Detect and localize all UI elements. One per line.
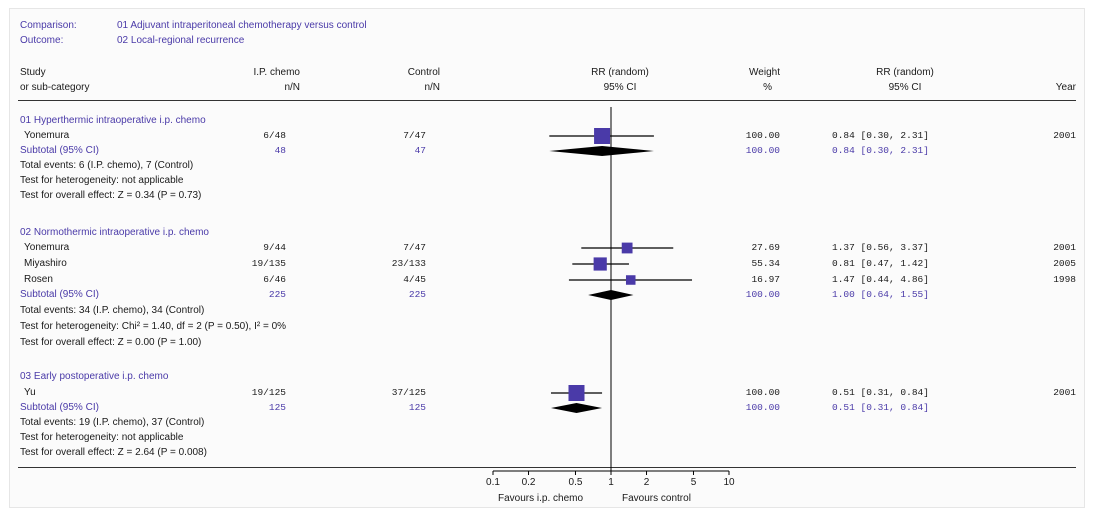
subtotal-ci: 0.51 [0.31, 0.84] (832, 402, 929, 413)
study-ci: 1.37 [0.56, 3.37] (832, 242, 929, 253)
subtotal-ip: 125 (268, 402, 286, 413)
col-ip-sub: n/N (284, 82, 300, 93)
study-name: Yonemura (24, 130, 70, 141)
heterogeneity-note: Test for heterogeneity: not applicable (20, 432, 184, 443)
forest-plot-figure: Comparison: 01 Adjuvant intraperitoneal … (9, 8, 1085, 508)
study-control: 7/47 (403, 130, 426, 141)
subtotal-control: 225 (408, 289, 426, 300)
study-ci: 0.84 [0.30, 2.31] (832, 130, 929, 141)
total-events-note: Total events: 19 (I.P. chemo), 37 (Contr… (20, 417, 205, 428)
comparison-value: 01 Adjuvant intraperitoneal chemotherapy… (117, 20, 367, 31)
footer-rule (18, 467, 1076, 468)
forest-plot: 0.1 0.2 0.5 1 2 5 10 (486, 107, 735, 488)
subtotal-control: 125 (408, 402, 426, 413)
study-ci: 1.47 [0.44, 4.86] (832, 274, 929, 285)
subtotal-control: 47 (414, 145, 426, 156)
study-year: 2001 (1053, 242, 1076, 253)
outcome-value: 02 Local-regional recurrence (117, 35, 245, 46)
study-control: 23/133 (391, 258, 426, 269)
col-control: Control (407, 67, 440, 78)
study-year: 1998 (1053, 274, 1076, 285)
study-year: 2001 (1053, 130, 1076, 141)
favours-right-label: Favours control (622, 493, 691, 504)
study-ci: 0.81 [0.47, 1.42] (832, 258, 929, 269)
subtotal-ip: 48 (274, 145, 286, 156)
subtotal-label: Subtotal (95% CI) (20, 289, 99, 300)
study-ip: 6/46 (263, 274, 286, 285)
study-name: Rosen (24, 274, 53, 285)
subtotal-ci: 0.84 [0.30, 2.31] (832, 145, 929, 156)
subtotal-label: Subtotal (95% CI) (20, 145, 99, 156)
subtotal-weight: 100.00 (745, 402, 780, 413)
study-weight: 100.00 (745, 130, 780, 141)
col-weight-sub: % (763, 82, 772, 93)
col-rr-plot: RR (random) (591, 67, 649, 78)
study-year: 2005 (1053, 258, 1076, 269)
study-effect-box (594, 128, 611, 144)
col-rr-sub: 95% CI (888, 82, 922, 93)
x-tick-label: 2 (644, 477, 650, 488)
study-weight: 16.97 (751, 274, 780, 285)
overall-effect-note: Test for overall effect: Z = 2.64 (P = 0… (20, 447, 207, 458)
col-ip: I.P. chemo (253, 67, 300, 78)
heterogeneity-note: Test for heterogeneity: not applicable (20, 175, 184, 186)
col-weight: Weight (749, 67, 780, 78)
outcome-label: Outcome: (20, 35, 64, 46)
study-name: Miyashiro (24, 258, 67, 269)
total-events-note: Total events: 6 (I.P. chemo), 7 (Control… (20, 160, 194, 171)
study-ci: 0.51 [0.31, 0.84] (832, 387, 929, 398)
overall-effect-note: Test for overall effect: Z = 0.34 (P = 0… (20, 190, 202, 201)
comparison-label: Comparison: (20, 20, 77, 31)
study-ip: 19/125 (251, 387, 286, 398)
study-effect-box (621, 242, 633, 254)
study-control: 4/45 (403, 274, 426, 285)
study-ip: 9/44 (263, 242, 286, 253)
study-name: Yonemura (24, 242, 70, 253)
col-control-sub: n/N (424, 82, 440, 93)
subtotal-ip: 225 (268, 289, 286, 300)
study-year: 2001 (1053, 387, 1076, 398)
group-title: 02 Normothermic intraoperative i.p. chem… (20, 227, 209, 238)
subtotal-ci: 1.00 [0.64, 1.55] (832, 289, 929, 300)
overall-effect-note: Test for overall effect: Z = 0.00 (P = 1… (20, 337, 202, 348)
col-study: Study (20, 67, 46, 78)
study-ip: 19/135 (251, 258, 286, 269)
subtotal-weight: 100.00 (745, 289, 780, 300)
study-effect-box (593, 257, 607, 271)
study-name: Yu (24, 387, 36, 398)
x-tick-label: 10 (723, 477, 735, 488)
col-rr: RR (random) (876, 67, 934, 78)
col-year: Year (1055, 82, 1076, 93)
study-weight: 55.34 (751, 258, 780, 269)
study-control: 7/47 (403, 242, 426, 253)
study-weight: 27.69 (751, 242, 780, 253)
study-effect-box (625, 275, 636, 285)
col-study-sub: or sub-category (20, 82, 90, 93)
heterogeneity-note: Test for heterogeneity: Chi² = 1.40, df … (20, 321, 287, 332)
x-tick-label: 5 (691, 477, 697, 488)
subtotal-diamond (549, 146, 654, 156)
x-tick-label: 0.1 (486, 477, 500, 488)
col-rr-plot-sub: 95% CI (603, 82, 637, 93)
favours-left-label: Favours i.p. chemo (498, 493, 584, 504)
x-tick-label: 1 (608, 477, 614, 488)
study-ip: 6/48 (263, 130, 286, 141)
total-events-note: Total events: 34 (I.P. chemo), 34 (Contr… (20, 305, 205, 316)
subtotal-weight: 100.00 (745, 145, 780, 156)
group-title: 01 Hyperthermic intraoperative i.p. chem… (20, 115, 206, 126)
x-tick-label: 0.5 (569, 477, 583, 488)
subtotal-label: Subtotal (95% CI) (20, 402, 99, 413)
group-title: 03 Early postoperative i.p. chemo (20, 371, 169, 382)
study-weight: 100.00 (745, 387, 780, 398)
study-control: 37/125 (391, 387, 426, 398)
study-effect-box (568, 385, 585, 401)
subtotal-diamond (550, 403, 603, 413)
subtotal-diamond (588, 290, 634, 300)
header-rule (18, 100, 1076, 101)
x-tick-label: 0.2 (522, 477, 536, 488)
